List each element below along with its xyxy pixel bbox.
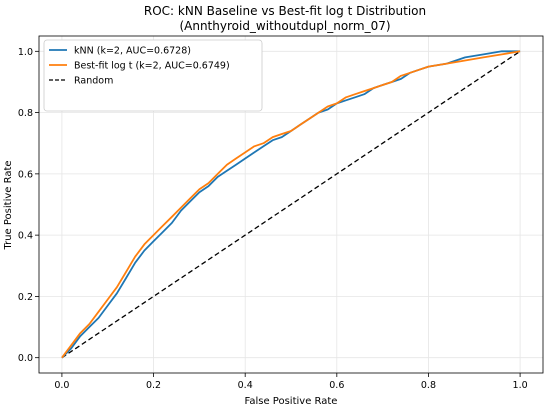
y-tick-label: 1.0: [18, 47, 33, 58]
legend-entry-2: Random: [74, 76, 113, 87]
series-layer: [61, 50, 521, 359]
chart-subtitle: (Annthyroid_withoutdupl_norm_07): [179, 19, 390, 33]
series-line-0: [61, 50, 521, 359]
x-tick-label: 0.2: [146, 380, 161, 391]
chart-title: ROC: kNN Baseline vs Best-fit log t Dist…: [144, 4, 426, 18]
legend-entry-1: Best-fit log t (k=2, AUC=0.6749): [74, 61, 230, 72]
x-axis-label: False Positive Rate: [245, 396, 338, 407]
axis-ticks: 0.0 0.2 0.4 0.6 0.8 1.0 0.0 0.2 0.4 0.6 0.8 1.0: [18, 47, 528, 391]
legend-box: [43, 39, 263, 112]
legend: kNN (k=2, AUC=0.6728) Best-fit log t (k=2…: [43, 39, 263, 112]
x-tick-label: 0.4: [238, 380, 253, 391]
y-tick-label: 0.4: [18, 231, 33, 242]
y-tick-label: 0.0: [18, 353, 33, 364]
x-tick-label: 1.0: [513, 380, 528, 391]
series-line-2: [61, 50, 521, 359]
plot-frame: [38, 35, 544, 374]
x-tick-label: 0.6: [329, 380, 344, 391]
y-axis-label: True Positive Rate: [3, 160, 14, 250]
x-tick-label: 0.8: [421, 380, 436, 391]
x-tick-label: 0.0: [54, 380, 69, 391]
series-line-1: [61, 50, 521, 359]
y-tick-label: 0.2: [18, 292, 33, 303]
y-tick-label: 0.6: [18, 169, 33, 180]
legend-entry-0: kNN (k=2, AUC=0.6728): [74, 46, 191, 57]
y-tick-label: 0.8: [18, 108, 33, 119]
